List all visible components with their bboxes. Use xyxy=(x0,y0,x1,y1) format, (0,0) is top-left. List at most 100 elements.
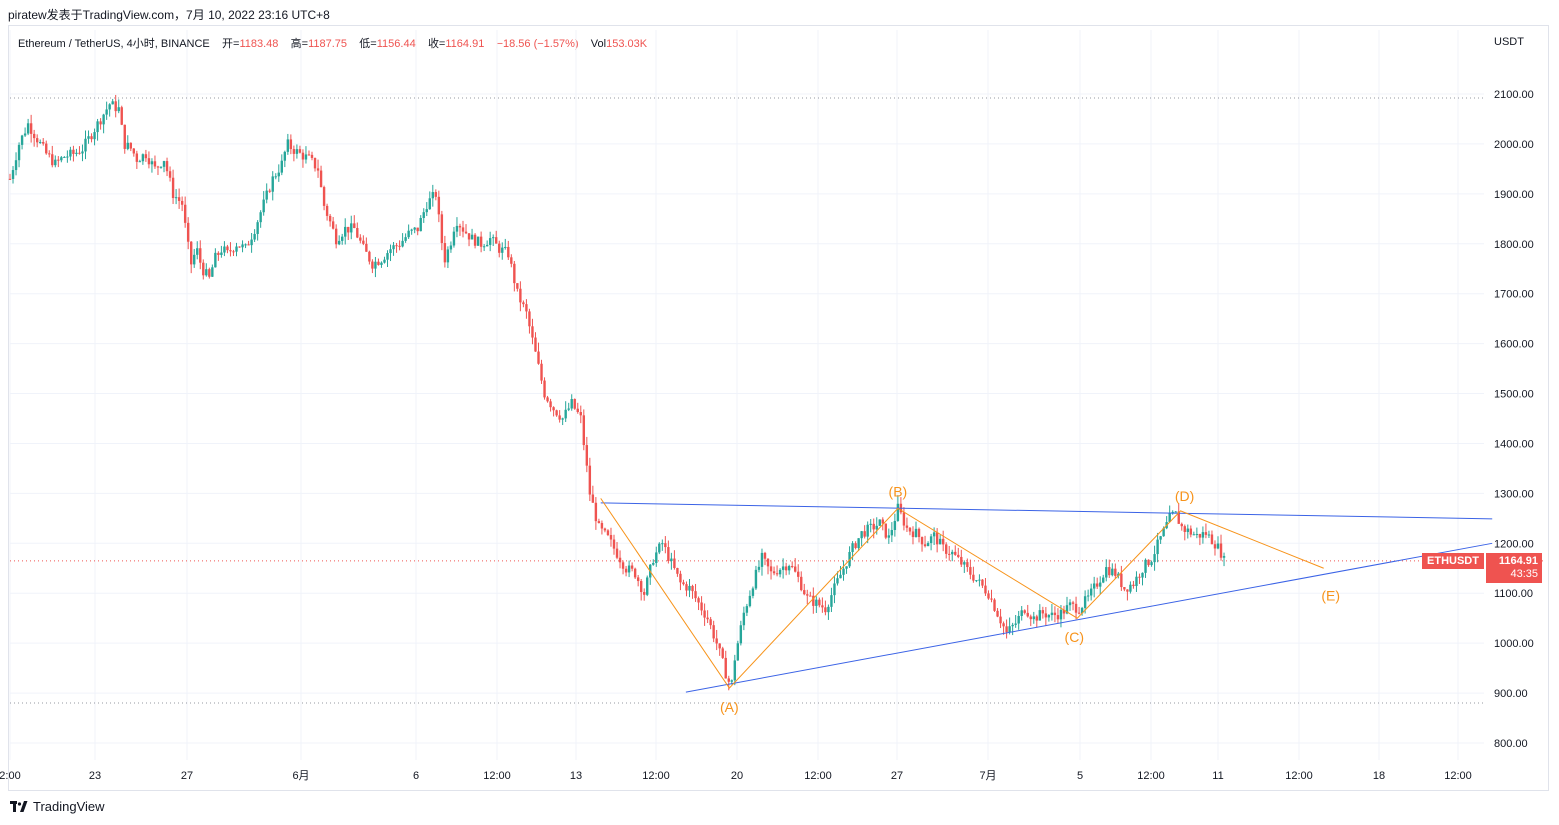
candle-body xyxy=(929,536,933,544)
candle-body xyxy=(307,154,311,156)
candle-body xyxy=(1147,559,1150,566)
candle-body xyxy=(721,648,724,658)
candle-body xyxy=(395,245,398,247)
candle-body xyxy=(579,412,582,416)
candle-body xyxy=(57,159,60,161)
candle-body xyxy=(280,160,283,173)
candle-body xyxy=(1089,588,1093,596)
candle-body xyxy=(926,543,930,547)
candle-body xyxy=(1105,567,1108,578)
candle-body xyxy=(609,535,613,540)
candle-body xyxy=(495,237,498,244)
candle-body xyxy=(392,245,395,250)
candle-body xyxy=(1177,511,1180,524)
candle-body xyxy=(1023,610,1026,613)
candle-body xyxy=(1056,615,1060,620)
candle-body xyxy=(1080,607,1084,614)
candle-body xyxy=(310,154,314,158)
candle-body xyxy=(615,548,619,558)
candle-body xyxy=(806,594,809,596)
trendline-support[interactable] xyxy=(685,542,1493,693)
candle-body xyxy=(1222,556,1226,558)
candle-body xyxy=(1114,568,1117,576)
candle-body xyxy=(531,326,534,338)
candle-body xyxy=(794,566,797,572)
candle-body xyxy=(546,397,549,402)
candle-body xyxy=(1041,610,1045,614)
candle-body xyxy=(102,114,105,125)
x-tick-label: 27 xyxy=(181,770,193,782)
candle-body xyxy=(1102,577,1105,583)
candle-body xyxy=(186,222,190,242)
x-tick-label: 11 xyxy=(1212,770,1223,782)
candle-body xyxy=(948,553,951,555)
candle-body xyxy=(655,552,658,564)
candle-body xyxy=(304,154,308,160)
candle-body xyxy=(618,557,622,563)
candle-body xyxy=(1092,583,1096,589)
candle-body xyxy=(265,190,268,200)
candle-body xyxy=(428,198,431,210)
candle-body xyxy=(208,269,211,277)
candle-body xyxy=(957,554,960,557)
candle-body xyxy=(945,544,948,554)
candle-body xyxy=(48,153,51,155)
candle-body xyxy=(745,606,749,613)
candle-body xyxy=(8,178,12,180)
candle-body xyxy=(298,149,302,153)
candle-body xyxy=(422,212,425,219)
candle-body xyxy=(371,261,374,269)
candle-body xyxy=(872,523,875,530)
candle-body xyxy=(736,643,740,661)
candle-body xyxy=(504,246,507,248)
elliott-label: (B) xyxy=(889,483,908,499)
symbol-name[interactable]: Ethereum / TetherUS, 4小时, BINANCE xyxy=(18,38,210,50)
candle-body xyxy=(66,156,69,158)
candle-body xyxy=(177,197,181,201)
candle-body xyxy=(1129,584,1132,592)
candle-body xyxy=(661,543,664,545)
candle-body xyxy=(383,259,386,263)
candle-body xyxy=(1044,613,1048,618)
candle-body xyxy=(606,530,610,536)
candle-body xyxy=(951,551,954,555)
candle-body xyxy=(1189,528,1193,535)
candle-body xyxy=(455,225,459,232)
candle-body xyxy=(1183,526,1186,532)
candle-body xyxy=(525,304,528,312)
open-value: 1183.48 xyxy=(239,38,279,50)
candle-body xyxy=(588,465,592,495)
tradingview-logo[interactable]: TradingView xyxy=(10,799,105,814)
candle-body xyxy=(437,196,441,215)
candle-body xyxy=(763,552,767,559)
candle-body xyxy=(1017,615,1020,624)
candle-body xyxy=(863,531,866,537)
candle-body xyxy=(978,579,981,581)
candle-body xyxy=(600,523,604,529)
candle-body xyxy=(1153,554,1156,563)
candle-body xyxy=(1201,532,1205,538)
trendline-resistance[interactable] xyxy=(600,502,1493,520)
candle-body xyxy=(1192,534,1196,536)
x-tick-label: 5 xyxy=(1077,770,1083,782)
candle-body xyxy=(733,660,736,681)
candle-body xyxy=(135,153,139,162)
candle-body xyxy=(1071,602,1075,604)
last-price-badge: 1164.91 43:35 xyxy=(1486,553,1542,583)
y-tick-label: 1100.00 xyxy=(1494,588,1533,600)
candle-body xyxy=(682,582,685,585)
symbol-info-bar: Ethereum / TetherUS, 4小时, BINANCE 开=1183… xyxy=(18,35,647,51)
candle-body xyxy=(162,161,166,167)
candle-body xyxy=(319,170,323,188)
candle-body xyxy=(558,415,561,420)
candle-body xyxy=(543,380,546,398)
candle-body xyxy=(452,231,456,246)
candle-body xyxy=(890,529,894,536)
candle-body xyxy=(691,585,694,592)
candle-body xyxy=(878,519,881,526)
candle-body xyxy=(815,599,818,606)
elliott-wave-path[interactable] xyxy=(600,498,1324,689)
candle-body xyxy=(627,565,631,573)
x-tick-label: 12:00 xyxy=(1137,770,1165,782)
